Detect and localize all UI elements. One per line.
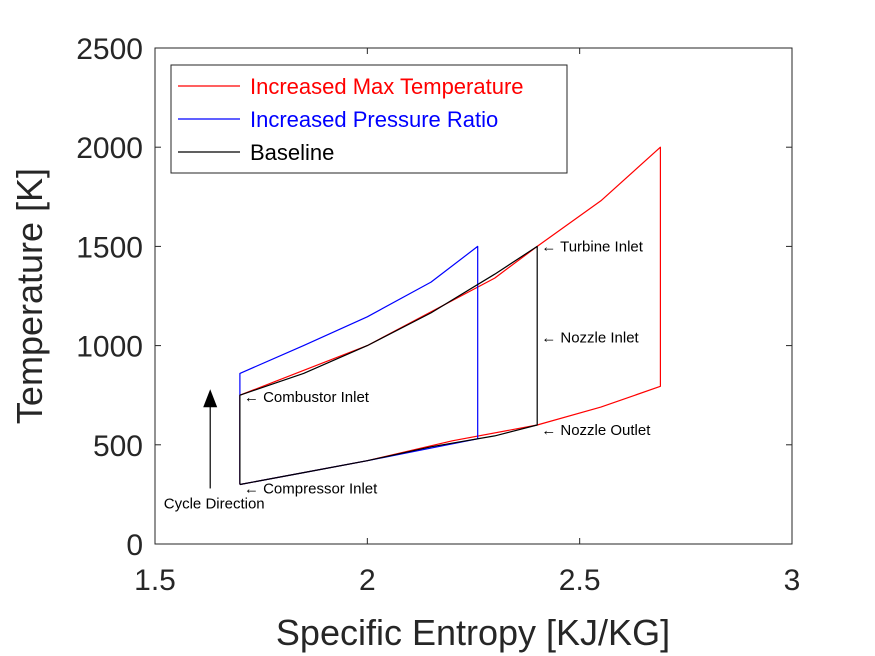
legend-label-baseline: Baseline: [250, 140, 334, 165]
annotation-compressor-inlet: ← Compressor Inlet: [244, 480, 378, 497]
y-tick-label: 1000: [76, 331, 143, 364]
y-axis-title: Temperature [K]: [9, 168, 50, 424]
series-layer: [239, 146, 662, 486]
y-tick-label: 500: [93, 430, 143, 463]
tick-layer: 1.5 2 2.5 3 0 500 1000 1500 2000 2500: [76, 33, 800, 597]
annotation-nozzle-inlet: ← Nozzle Inlet: [541, 330, 639, 347]
legend: Increased Max Temperature Increased Press…: [170, 64, 568, 174]
x-tick-label: 1.5: [134, 564, 176, 597]
plot-area-border: [154, 47, 793, 545]
y-tick-label: 2500: [76, 33, 143, 66]
legend-label-increased-max-temperature: Increased Max Temperature: [250, 74, 524, 99]
series-line-baseline: [239, 245, 538, 486]
x-axis-title: Specific Entropy [KJ/KG]: [276, 612, 670, 653]
annotation-layer: ← Turbine Inlet ← Nozzle Inlet ← Nozzle Ou…: [164, 238, 651, 512]
legend-entries: Increased Max Temperature Increased Press…: [178, 74, 524, 165]
x-tick-label: 2.5: [559, 564, 601, 597]
y-tick-label: 1500: [76, 231, 143, 264]
x-tick-label: 2: [359, 564, 376, 597]
annotation-turbine-inlet: ← Turbine Inlet: [541, 238, 644, 255]
annotation-nozzle-outlet: ← Nozzle Outlet: [541, 422, 651, 439]
cycle-arrow-layer: [203, 389, 218, 489]
legend-label-increased-pressure-ratio: Increased Pressure Ratio: [250, 107, 498, 132]
annotation-cycle-direction: Cycle Direction: [164, 495, 265, 512]
x-tick-label: 3: [784, 564, 801, 597]
cycle-arrow-head: [203, 389, 218, 408]
y-tick-label: 0: [126, 529, 143, 562]
annotation-combustor-inlet: ← Combustor Inlet: [244, 389, 370, 406]
y-tick-label: 2000: [76, 132, 143, 165]
